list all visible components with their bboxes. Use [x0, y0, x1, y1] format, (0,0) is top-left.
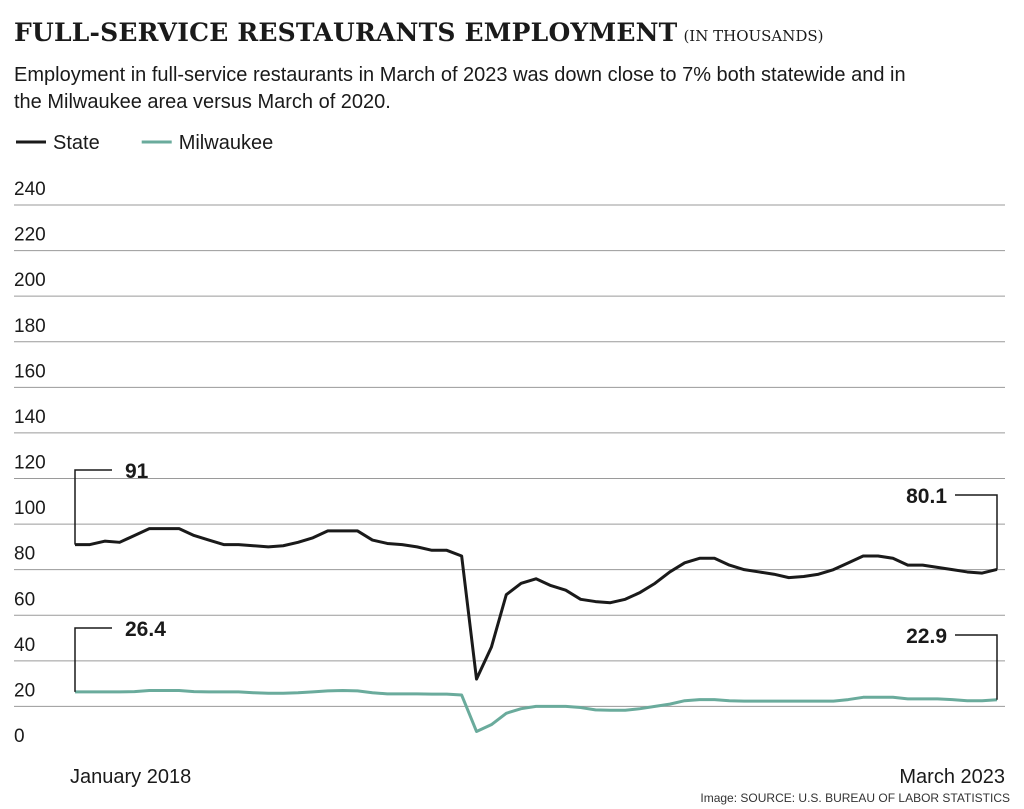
y-tick-label: 60 — [14, 589, 35, 610]
data-label: 80.1 — [906, 485, 947, 508]
chart-unit: (IN THOUSANDS) — [683, 27, 824, 45]
label-connector — [74, 469, 112, 545]
chart-title: FULL-SERVICE RESTAURANTS EMPLOYMENT — [14, 18, 678, 47]
y-tick-label: 200 — [14, 270, 46, 291]
y-tick-label: 0 — [14, 726, 25, 747]
data-label: 26.4 — [125, 618, 166, 641]
y-tick-label: 160 — [14, 361, 46, 382]
y-tick-label: 100 — [14, 498, 46, 519]
y-tick-label: 140 — [14, 407, 46, 428]
y-tick-label: 180 — [14, 316, 46, 337]
title-block: FULL-SERVICE RESTAURANTS EMPLOYMENT (IN T… — [14, 18, 824, 47]
y-tick-label: 220 — [14, 225, 46, 246]
x-tick-label: January 2018 — [70, 766, 191, 788]
y-tick-label: 240 — [14, 179, 46, 200]
label-connector — [955, 494, 998, 570]
data-label: 91 — [125, 460, 149, 483]
y-tick-label: 120 — [14, 453, 46, 474]
label-connector — [74, 627, 112, 692]
series-line — [75, 527, 998, 681]
label-connector — [955, 634, 998, 700]
legend-label: Milwaukee — [179, 132, 273, 154]
y-tick-label: 40 — [14, 635, 35, 656]
y-tick-label: 20 — [14, 680, 35, 701]
y-tick-label: 80 — [14, 544, 35, 565]
chart-subtitle: Employment in full-service restaurants i… — [14, 64, 906, 113]
source-note: Image: SOURCE: U.S. BUREAU OF LABOR STAT… — [700, 791, 1010, 805]
legend-label: State — [53, 132, 100, 154]
x-tick-label: March 2023 — [899, 766, 1005, 788]
data-label: 22.9 — [906, 625, 947, 648]
series-line — [75, 688, 998, 733]
